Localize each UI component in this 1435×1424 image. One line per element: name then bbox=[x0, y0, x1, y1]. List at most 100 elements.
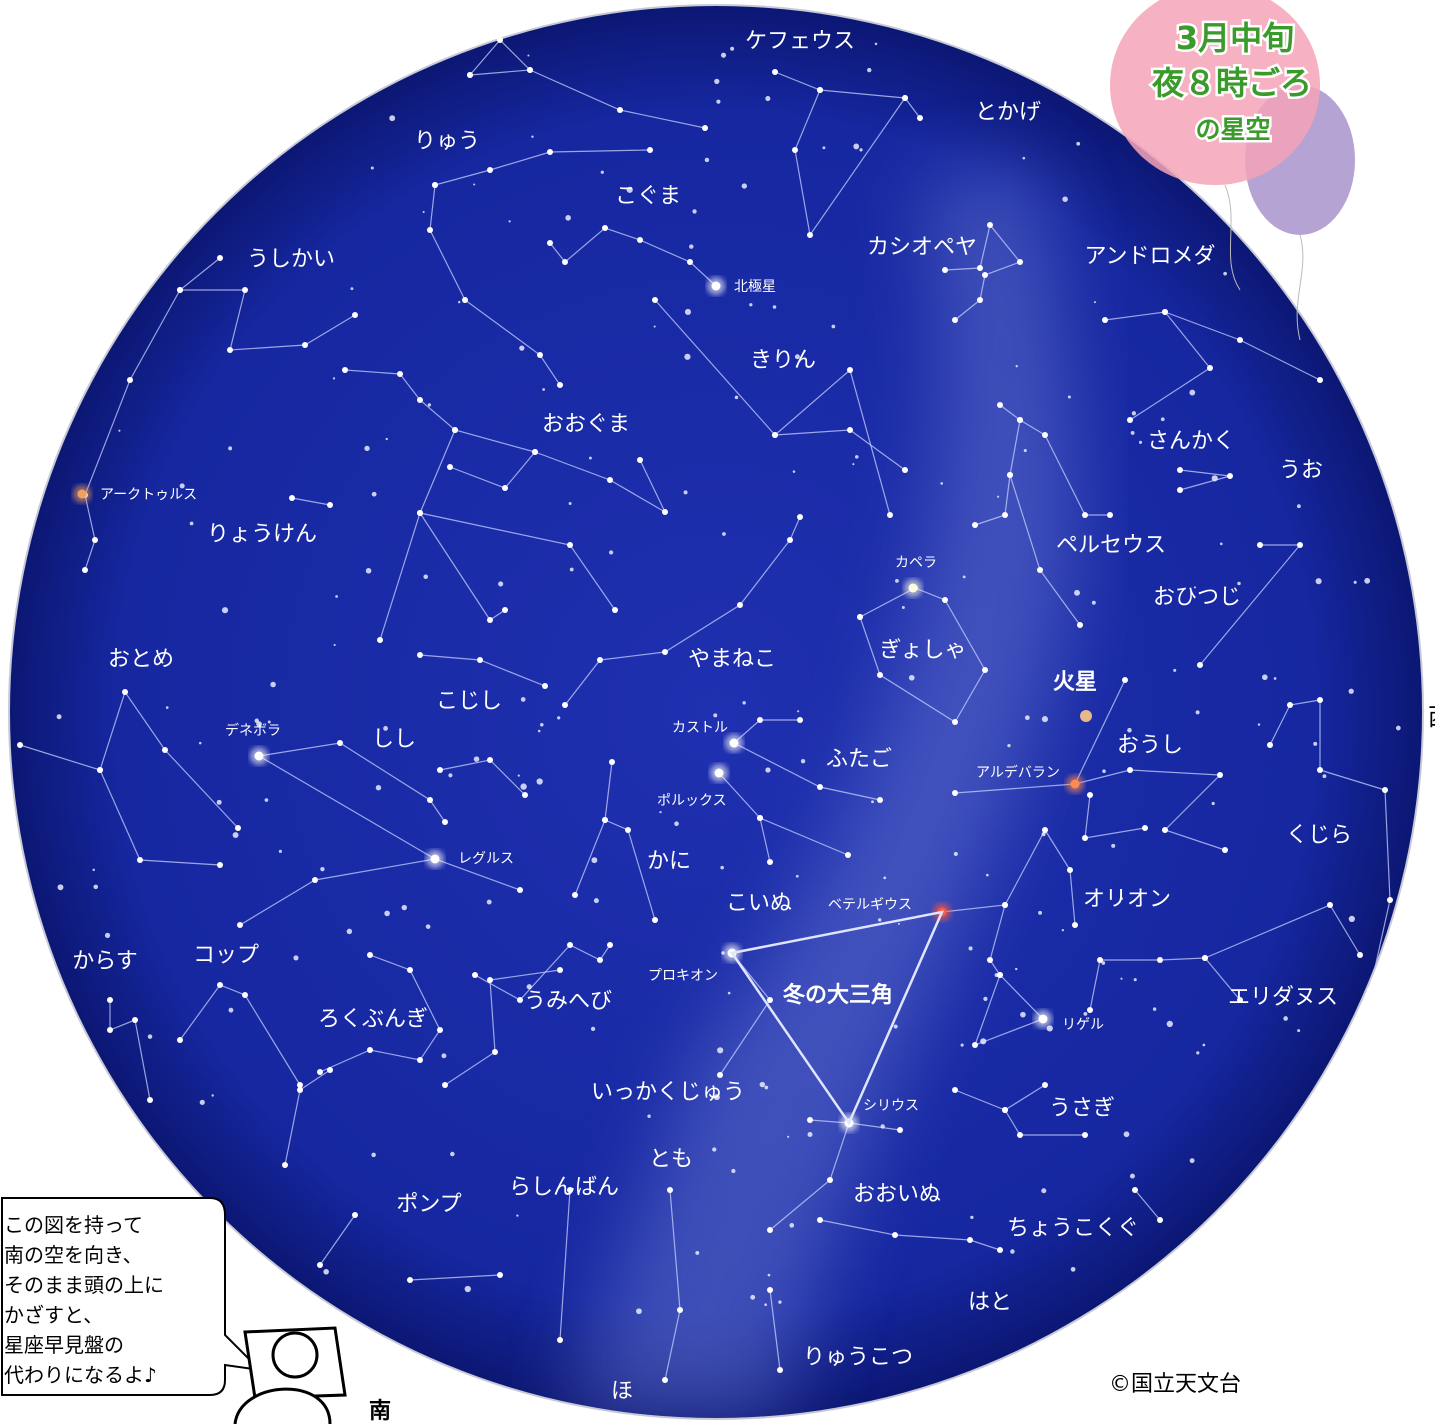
star bbox=[1022, 157, 1025, 160]
constellation-label: コップ bbox=[193, 943, 259, 968]
star-label: アルデバラン bbox=[976, 764, 1060, 781]
star bbox=[737, 602, 743, 608]
star bbox=[1267, 742, 1273, 748]
star bbox=[562, 702, 568, 708]
star bbox=[1317, 377, 1323, 383]
star bbox=[437, 1027, 443, 1033]
star bbox=[352, 1212, 358, 1218]
star bbox=[1102, 317, 1108, 323]
star-label: ポルックス bbox=[657, 793, 727, 809]
constellation-label: おおぐま bbox=[542, 412, 630, 437]
star bbox=[1017, 1132, 1023, 1138]
star bbox=[334, 644, 336, 646]
star bbox=[942, 267, 948, 273]
constellation-label: おおいぬ bbox=[853, 1182, 941, 1207]
star bbox=[371, 1153, 376, 1158]
star bbox=[487, 977, 493, 983]
star bbox=[1161, 417, 1165, 421]
star bbox=[997, 496, 999, 498]
star bbox=[465, 1286, 471, 1292]
star bbox=[567, 542, 573, 548]
star bbox=[898, 923, 900, 925]
star bbox=[242, 287, 248, 293]
star bbox=[1127, 417, 1133, 423]
star bbox=[367, 1047, 373, 1053]
credit: ©国立天文台 bbox=[1109, 1372, 1241, 1397]
constellation-label: ちょうこくぐ bbox=[1007, 1216, 1139, 1241]
star bbox=[1132, 1187, 1138, 1193]
star bbox=[428, 403, 431, 406]
star bbox=[662, 649, 668, 655]
star bbox=[162, 747, 168, 753]
star bbox=[1007, 744, 1010, 747]
star-label: アークトゥルス bbox=[100, 487, 197, 503]
star bbox=[190, 522, 194, 526]
star bbox=[532, 449, 538, 455]
star bbox=[807, 1132, 812, 1137]
star bbox=[767, 859, 773, 865]
star bbox=[1002, 1107, 1008, 1113]
star bbox=[323, 1269, 329, 1275]
star bbox=[372, 492, 377, 497]
star-label: カストル bbox=[672, 720, 728, 736]
star bbox=[787, 1136, 789, 1138]
star bbox=[591, 1027, 595, 1031]
constellation-label: らしんばん bbox=[509, 1175, 619, 1200]
constellation-label: からす bbox=[72, 949, 138, 974]
star bbox=[714, 79, 719, 84]
star bbox=[1354, 581, 1357, 584]
star bbox=[878, 918, 881, 921]
star bbox=[497, 1272, 503, 1278]
star bbox=[542, 683, 548, 689]
star bbox=[801, 759, 805, 763]
bright-star bbox=[730, 739, 739, 748]
star bbox=[1203, 1044, 1206, 1047]
star bbox=[538, 730, 541, 733]
star bbox=[720, 866, 724, 870]
constellation-label: オリオン bbox=[1083, 887, 1171, 912]
constellation-label: こいぬ bbox=[726, 891, 792, 916]
star bbox=[351, 287, 354, 290]
star bbox=[1016, 365, 1018, 367]
star bbox=[1102, 769, 1106, 773]
star bbox=[1082, 512, 1088, 518]
star bbox=[1074, 590, 1080, 596]
star bbox=[450, 1152, 454, 1156]
star bbox=[487, 900, 492, 905]
star bbox=[228, 446, 232, 450]
star bbox=[1124, 1131, 1130, 1137]
star bbox=[662, 509, 668, 515]
star bbox=[1017, 417, 1023, 423]
star bbox=[293, 955, 298, 960]
star bbox=[211, 1094, 213, 1096]
star bbox=[302, 342, 308, 348]
star bbox=[200, 1100, 205, 1105]
star bbox=[952, 317, 958, 323]
star bbox=[132, 1017, 138, 1023]
star bbox=[695, 1251, 699, 1255]
star bbox=[692, 209, 696, 213]
star bbox=[1077, 622, 1083, 628]
star bbox=[423, 574, 428, 579]
star bbox=[942, 597, 948, 603]
star-label: カペラ bbox=[895, 555, 937, 571]
character bbox=[235, 1328, 345, 1424]
star bbox=[969, 946, 973, 950]
bright-star bbox=[909, 584, 918, 593]
star bbox=[792, 147, 798, 153]
star bbox=[441, 1053, 446, 1058]
star bbox=[1038, 911, 1042, 915]
star bbox=[807, 1117, 813, 1123]
star bbox=[522, 792, 528, 798]
star bbox=[17, 742, 23, 748]
star bbox=[1357, 952, 1363, 958]
star bbox=[1076, 142, 1080, 146]
star bbox=[1217, 772, 1223, 778]
star bbox=[327, 1067, 333, 1073]
star bbox=[591, 857, 597, 863]
note-line: 代わりになるよ♪ bbox=[4, 1363, 157, 1387]
star bbox=[717, 1072, 723, 1078]
star bbox=[417, 510, 423, 516]
star bbox=[367, 952, 373, 958]
constellation-label: こぐま bbox=[615, 184, 681, 209]
